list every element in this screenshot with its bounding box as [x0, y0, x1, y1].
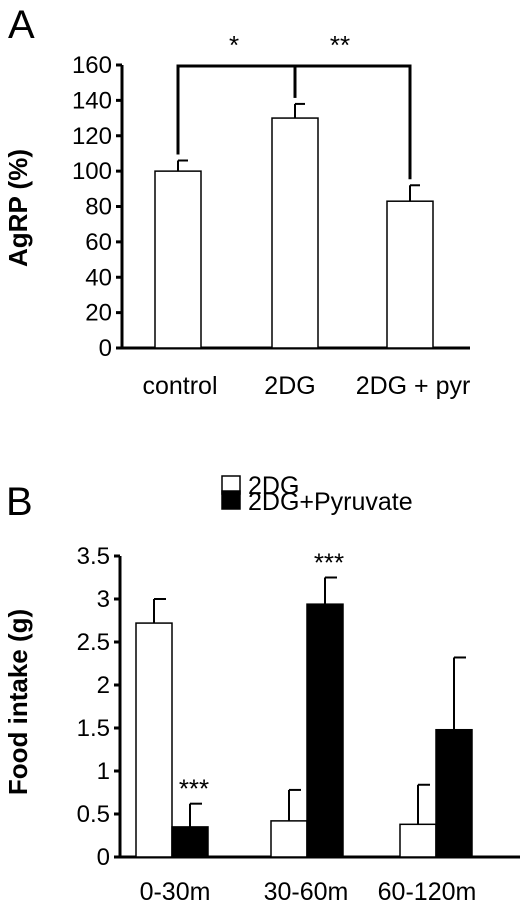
- panel-a-y-tick-label: 120: [72, 123, 112, 150]
- panel-b-y-tick-label: 3: [97, 586, 110, 613]
- panel-a-y-tick-label: 20: [85, 300, 112, 327]
- bar-0-30m-2dg-pyruvate: [171, 826, 209, 858]
- bar-control: [154, 170, 202, 349]
- panel-b-y-tick-label: 1.5: [77, 715, 110, 742]
- panel-b-y-tick-label: 2: [97, 672, 110, 699]
- panel-a-y-axis-label: AgRP (%): [3, 149, 33, 267]
- bar-2dg: [271, 117, 319, 349]
- significance-label: ***: [314, 548, 344, 578]
- category-label-control: control: [142, 372, 217, 400]
- significance-label: ***: [179, 774, 209, 804]
- significance-label: *: [229, 30, 239, 60]
- panel-a-y-tick-label: 80: [85, 194, 112, 221]
- category-label-2dg: 2DG: [264, 372, 315, 400]
- panel-b-y-tick-label: 1: [97, 758, 110, 785]
- panel-b-legend: 2DG 2DG+Pyruvate: [221, 472, 413, 516]
- bar-60-120m-2dg-pyruvate: [435, 728, 473, 858]
- panel-a-y-tick-label: 40: [85, 264, 112, 291]
- bar-2dg-pyr: [386, 200, 434, 349]
- category-label-2dg-pyr: 2DG + pyr: [356, 372, 471, 400]
- significance-label: **: [330, 30, 350, 60]
- category-label-0-30m: 0-30m: [140, 878, 211, 906]
- panel-a-y-tick-label: 140: [72, 87, 112, 114]
- panel-b-label: B: [6, 480, 33, 524]
- panel-a-y-tick-label: 60: [85, 229, 112, 256]
- panel-b-y-tick-label: 3.5: [77, 543, 110, 570]
- category-label-30-60m: 30-60m: [264, 878, 349, 906]
- category-label-60-120m: 60-120m: [378, 878, 477, 906]
- bar-60-120m-2dg: [399, 823, 437, 858]
- panel-a-y-tick-label: 0: [99, 335, 112, 362]
- panel-b-chart: 0 0.5 1 1.5 2 2.5 3 3.5 0-30m 30-60m 60-120m *** ***: [77, 543, 520, 906]
- legend-label-2dg-pyruvate: 2DG+Pyruvate: [248, 488, 413, 516]
- bar-30-60m-2dg: [270, 820, 308, 858]
- panel-a-chart: 0 20 40 60 80 100 120 140 160 control 2DG 2DG + pyr…: [72, 30, 470, 400]
- panel-a-label: A: [8, 3, 35, 47]
- panel-a-y-tick-label: 160: [72, 52, 112, 79]
- legend-label-2dg: 2DG: [248, 472, 299, 500]
- bar-0-30m-2dg: [135, 622, 173, 858]
- legend-swatch-2dg-pyruvate: [221, 490, 241, 510]
- panel-b-y-tick-label: 0: [97, 844, 110, 871]
- panel-b-y-tick-label: 2.5: [77, 629, 110, 656]
- panel-b-y-axis-label: Food intake (g): [3, 609, 33, 795]
- panel-b-y-tick-label: 0.5: [77, 801, 110, 828]
- bar-30-60m-2dg-pyruvate: [306, 603, 344, 858]
- panel-a-y-tick-label: 100: [72, 158, 112, 185]
